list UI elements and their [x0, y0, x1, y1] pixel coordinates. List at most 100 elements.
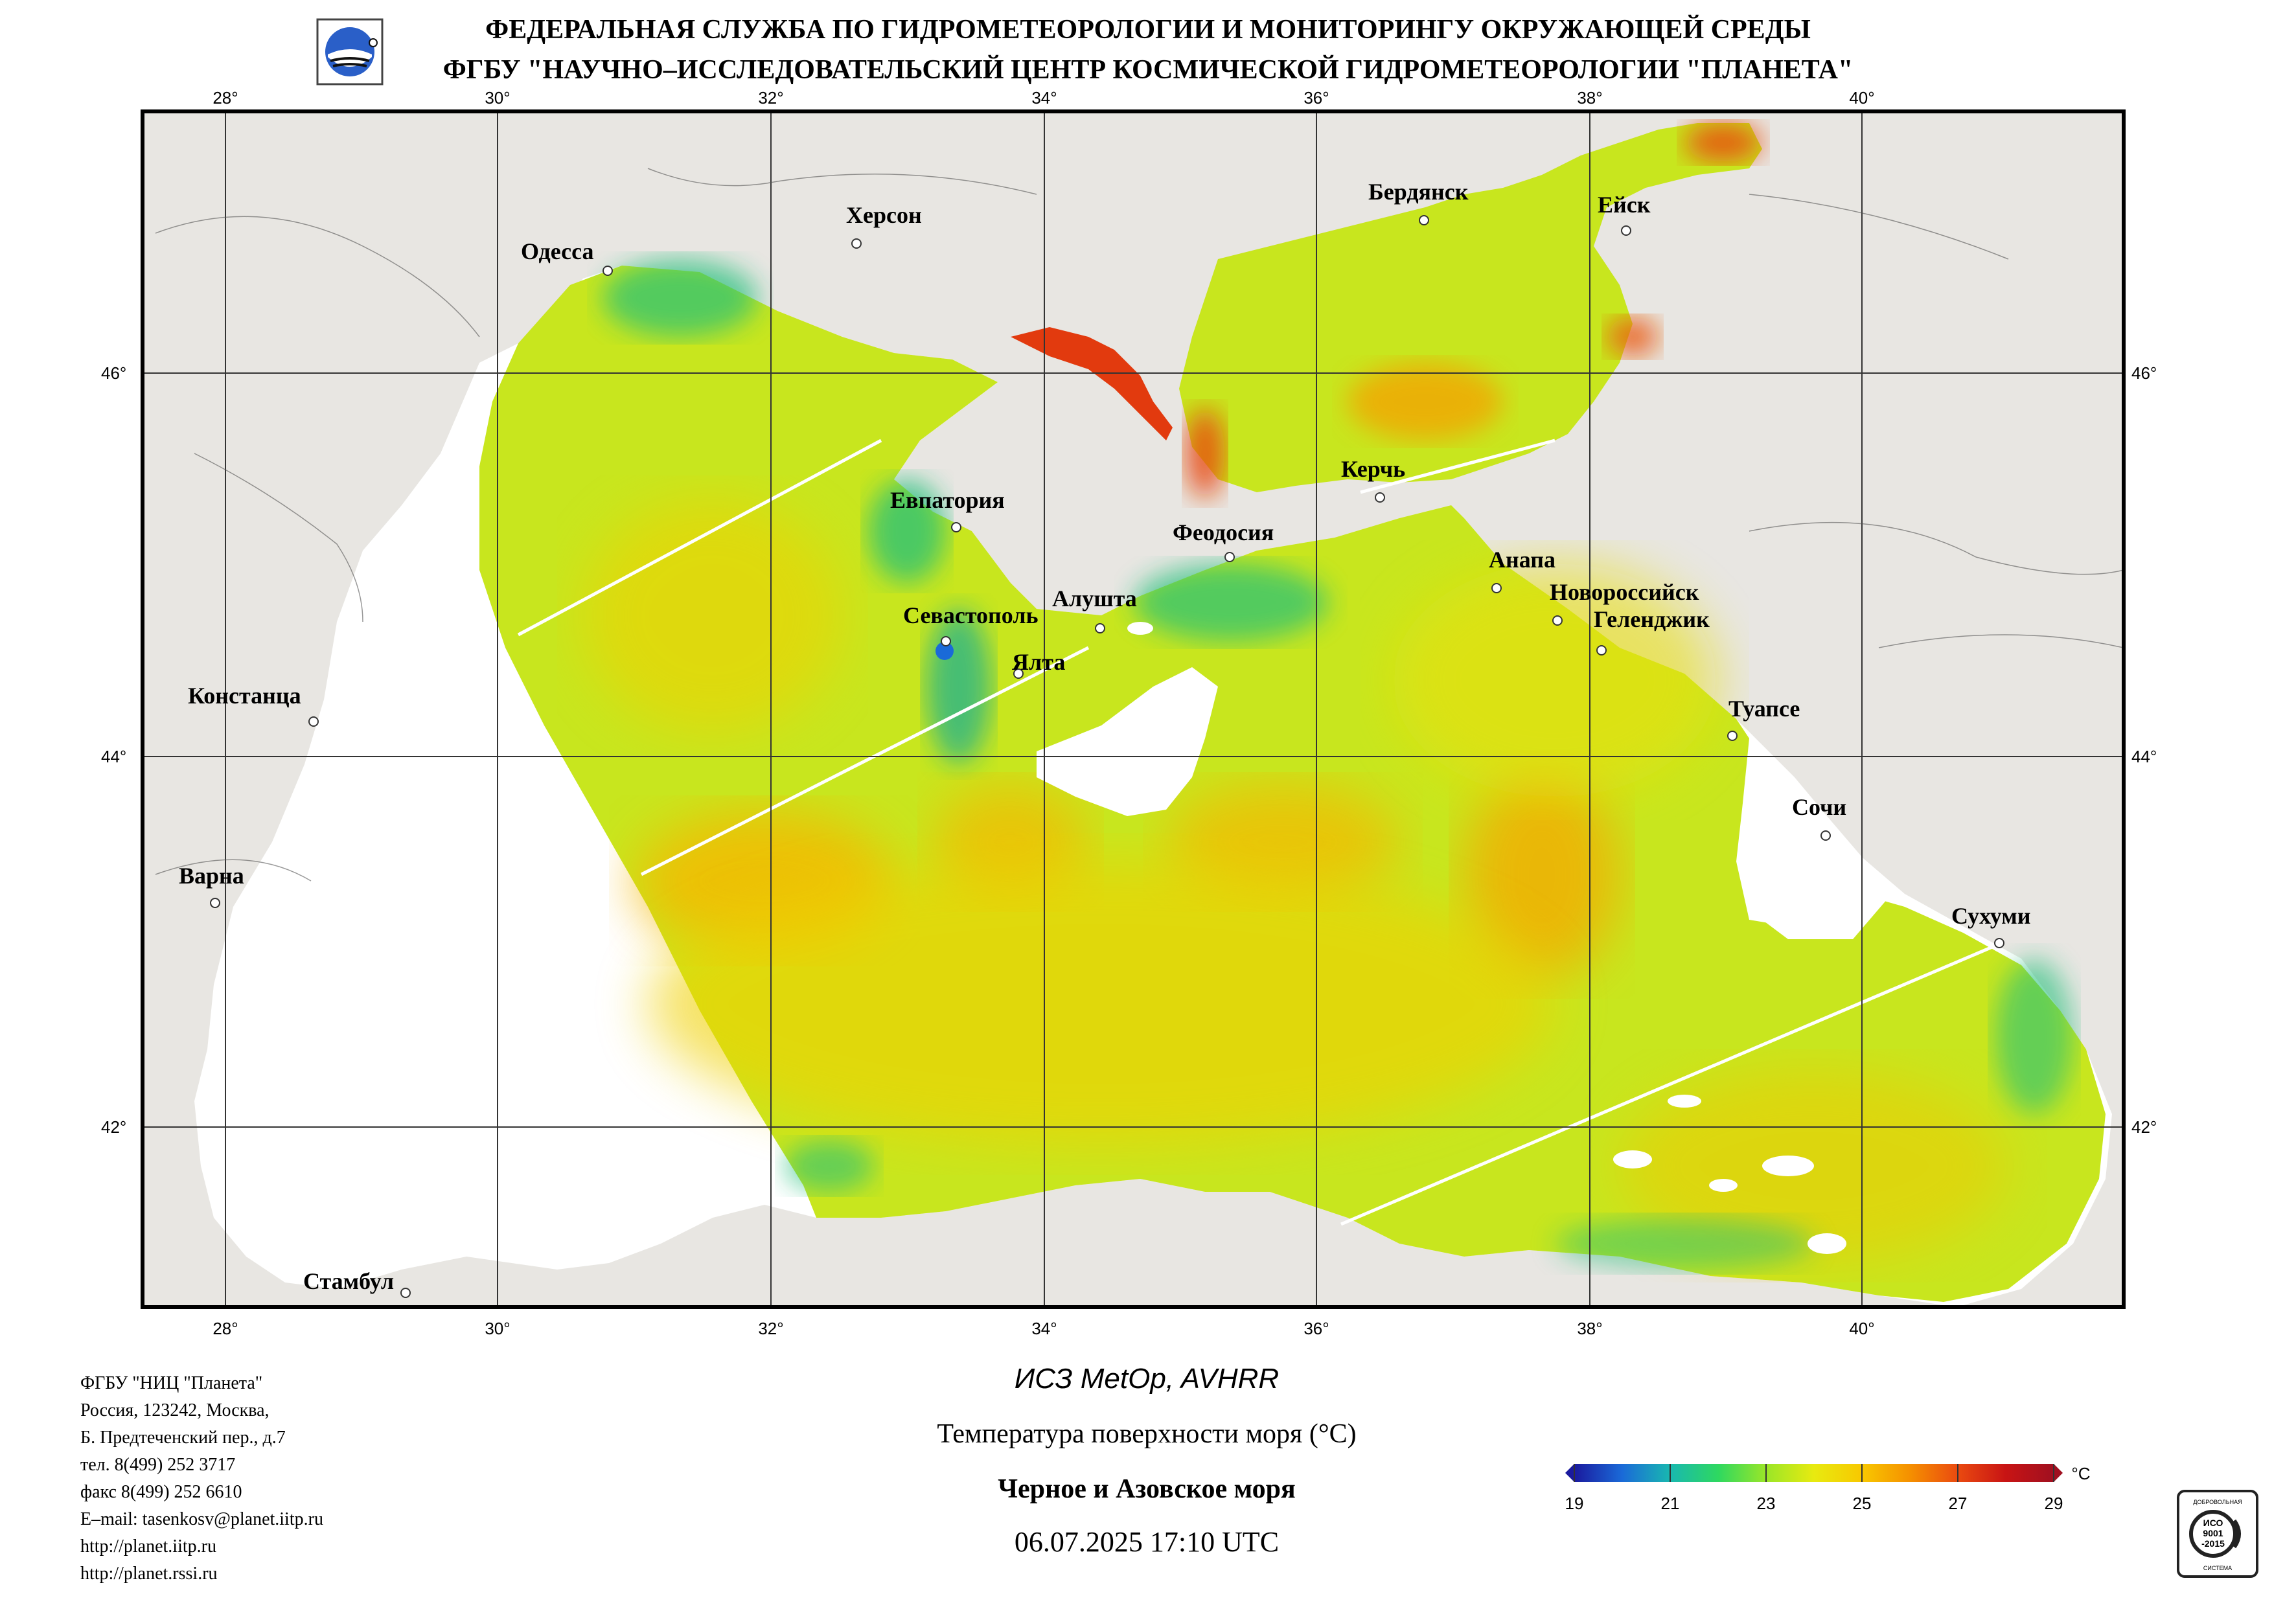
cert-bottom-text: СИСТЕМА	[2203, 1565, 2232, 1571]
planeta-logo	[316, 18, 384, 85]
lat-ticks: 46° 44° 42° 46° 44° 42°	[101, 363, 2157, 1137]
colorbar-ticks	[1574, 1464, 2054, 1482]
city-marker-yeysk	[1621, 225, 1631, 236]
cloud-patches	[1127, 622, 1846, 1254]
city-marker-feodosia	[1224, 552, 1235, 562]
graticule	[143, 111, 2124, 1307]
city-marker-yevpatoria	[951, 522, 961, 532]
header-title-line2: ФГБУ "НАУЧНО–ИССЛЕДОВАТЕЛЬСКИЙ ЦЕНТР КОС…	[442, 55, 1854, 85]
lon-tick-top: 36°	[1303, 88, 1329, 108]
datetime-label: 06.07.2025 17:10 UTC	[1014, 1526, 1280, 1558]
sst-swath	[479, 259, 2106, 1302]
satellite-label: ИСЗ MetOp, AVHRR	[1014, 1363, 1280, 1395]
lon-ticks-bottom: 28° 30° 32° 34° 36° 38° 40°	[212, 1319, 1874, 1338]
city-marker-anapa	[1491, 583, 1502, 593]
city-label-novorossiysk: Новороссийск	[1550, 579, 1699, 605]
contact-address-line2: Б. Предтеченский пер., д.7	[80, 1428, 286, 1448]
lon-tick-bottom: 34°	[1031, 1319, 1057, 1338]
lat-tick-right: 46°	[2131, 363, 2157, 383]
city-label-kherson: Херсон	[846, 202, 922, 228]
city-label-varna: Варна	[179, 863, 244, 889]
colorbar-label: 29	[2045, 1494, 2063, 1513]
lon-tick-top: 28°	[212, 88, 238, 108]
city-label-sevastopol: Севастополь	[903, 602, 1039, 628]
city-marker-berdyansk	[1419, 215, 1429, 225]
colorbar-min-arrow	[1565, 1464, 1574, 1482]
contact-link-rssi[interactable]: http://planet.rssi.ru	[80, 1564, 218, 1584]
iso-certificate-badge: ДОБРОВОЛЬНАЯ ИСО 9001 -2015 СИСТЕМА	[2177, 1490, 2258, 1578]
lat-tick-left: 46°	[101, 363, 126, 383]
cert-number: 9001	[2203, 1528, 2223, 1538]
city-marker-constanta	[308, 716, 319, 727]
lon-tick-top: 30°	[485, 88, 510, 108]
colorbar-label: 23	[1757, 1494, 1776, 1513]
city-marker-gelendzhik	[1596, 645, 1607, 655]
city-markers	[210, 215, 2004, 1298]
contact-info: ФГБУ "НИЦ "Планета" Россия, 123242, Моск…	[80, 1370, 323, 1588]
lon-tick-bottom: 38°	[1577, 1319, 1602, 1338]
city-label-kerch: Керчь	[1341, 456, 1405, 482]
lat-tick-right: 42°	[2131, 1117, 2157, 1137]
city-label-berdyansk: Бердянск	[1368, 179, 1469, 205]
sea-of-azov	[1179, 123, 1762, 499]
city-label-yeysk: Ейск	[1598, 192, 1651, 218]
contact-fax: факс 8(499) 252 6610	[80, 1482, 242, 1502]
city-marker-istanbul	[400, 1288, 411, 1298]
lon-tick-bottom: 32°	[758, 1319, 783, 1338]
city-label-yalta: Ялта	[1012, 649, 1065, 675]
cloud-mask	[1037, 667, 1218, 816]
parameter-label: Температура поверхности моря (°C)	[937, 1419, 1357, 1449]
city-marker-kherson	[851, 238, 862, 249]
region-label: Черное и Азовское моря	[998, 1474, 1296, 1504]
contact-email[interactable]: E–mail: tasenkosv@planet.iitp.ru	[80, 1509, 323, 1529]
contact-link-iitp[interactable]: http://planet.iitp.ru	[80, 1536, 216, 1556]
map-frame	[141, 109, 2126, 1309]
lon-tick-top: 32°	[758, 88, 783, 108]
lat-tick-left: 42°	[101, 1117, 126, 1137]
city-marker-yalta	[1013, 668, 1024, 679]
colorbar-max-arrow	[2054, 1464, 2063, 1482]
contact-org: ФГБУ "НИЦ "Планета"	[80, 1373, 263, 1393]
colorbar-label: 27	[1949, 1494, 1968, 1513]
cert-iso: ИСО	[2203, 1518, 2223, 1528]
city-label-istanbul: Стамбул	[303, 1268, 394, 1294]
city-label-yevpatoria: Евпатория	[890, 487, 1005, 513]
lat-tick-right: 44°	[2131, 747, 2157, 766]
city-label-sukhumi: Сухуми	[1951, 903, 2031, 929]
lat-tick-left: 44°	[101, 747, 126, 766]
city-marker-varna	[210, 898, 220, 908]
city-label-tuapse: Туапсе	[1728, 696, 1800, 722]
lon-tick-bottom: 40°	[1849, 1319, 1874, 1338]
colorbar-label: 21	[1661, 1494, 1680, 1513]
lon-tick-top: 34°	[1031, 88, 1057, 108]
lon-ticks-top: 28° 30° 32° 34° 36° 38° 40°	[212, 88, 1874, 108]
city-marker-sochi	[1820, 830, 1831, 841]
city-label-feodosia: Феодосия	[1173, 519, 1274, 545]
city-marker-novorossiysk	[1552, 615, 1563, 626]
city-label-sochi: Сочи	[1792, 794, 1846, 820]
city-label-anapa: Анапа	[1489, 547, 1556, 573]
lon-tick-bottom: 36°	[1303, 1319, 1329, 1338]
city-label-odesa: Одесса	[521, 238, 594, 264]
sivash-hot-zone	[1011, 327, 1173, 440]
city-label-gelendzhik: Геленджик	[1594, 606, 1710, 632]
city-labels: Одесса Херсон Бердянск Ейск Евпатория Ке…	[179, 179, 2031, 1294]
contact-phone: тел. 8(499) 252 3717	[80, 1455, 236, 1475]
lon-tick-bottom: 30°	[485, 1319, 510, 1338]
city-marker-sukhumi	[1994, 938, 2004, 948]
colorbar-gradient	[1574, 1464, 2054, 1482]
borders	[155, 168, 2124, 882]
colorbar-label: 25	[1853, 1494, 1872, 1513]
colorbar-label: 19	[1565, 1494, 1584, 1513]
city-label-alushta: Алушта	[1052, 586, 1137, 611]
cert-top-text: ДОБРОВОЛЬНАЯ	[2193, 1499, 2242, 1505]
city-label-constanta: Констанца	[188, 683, 301, 709]
lon-tick-top: 38°	[1577, 88, 1602, 108]
city-marker-tuapse	[1727, 731, 1738, 741]
swath-gap-lines	[517, 439, 1996, 1226]
header-title-line1: ФЕДЕРАЛЬНАЯ СЛУЖБА ПО ГИДРОМЕТЕОРОЛОГИИ …	[485, 15, 1811, 45]
city-marker-sevastopol	[941, 636, 951, 646]
colorbar-unit: °C	[2071, 1464, 2090, 1483]
contact-address-line1: Россия, 123242, Москва,	[80, 1400, 270, 1420]
city-marker-alushta	[1095, 623, 1105, 633]
